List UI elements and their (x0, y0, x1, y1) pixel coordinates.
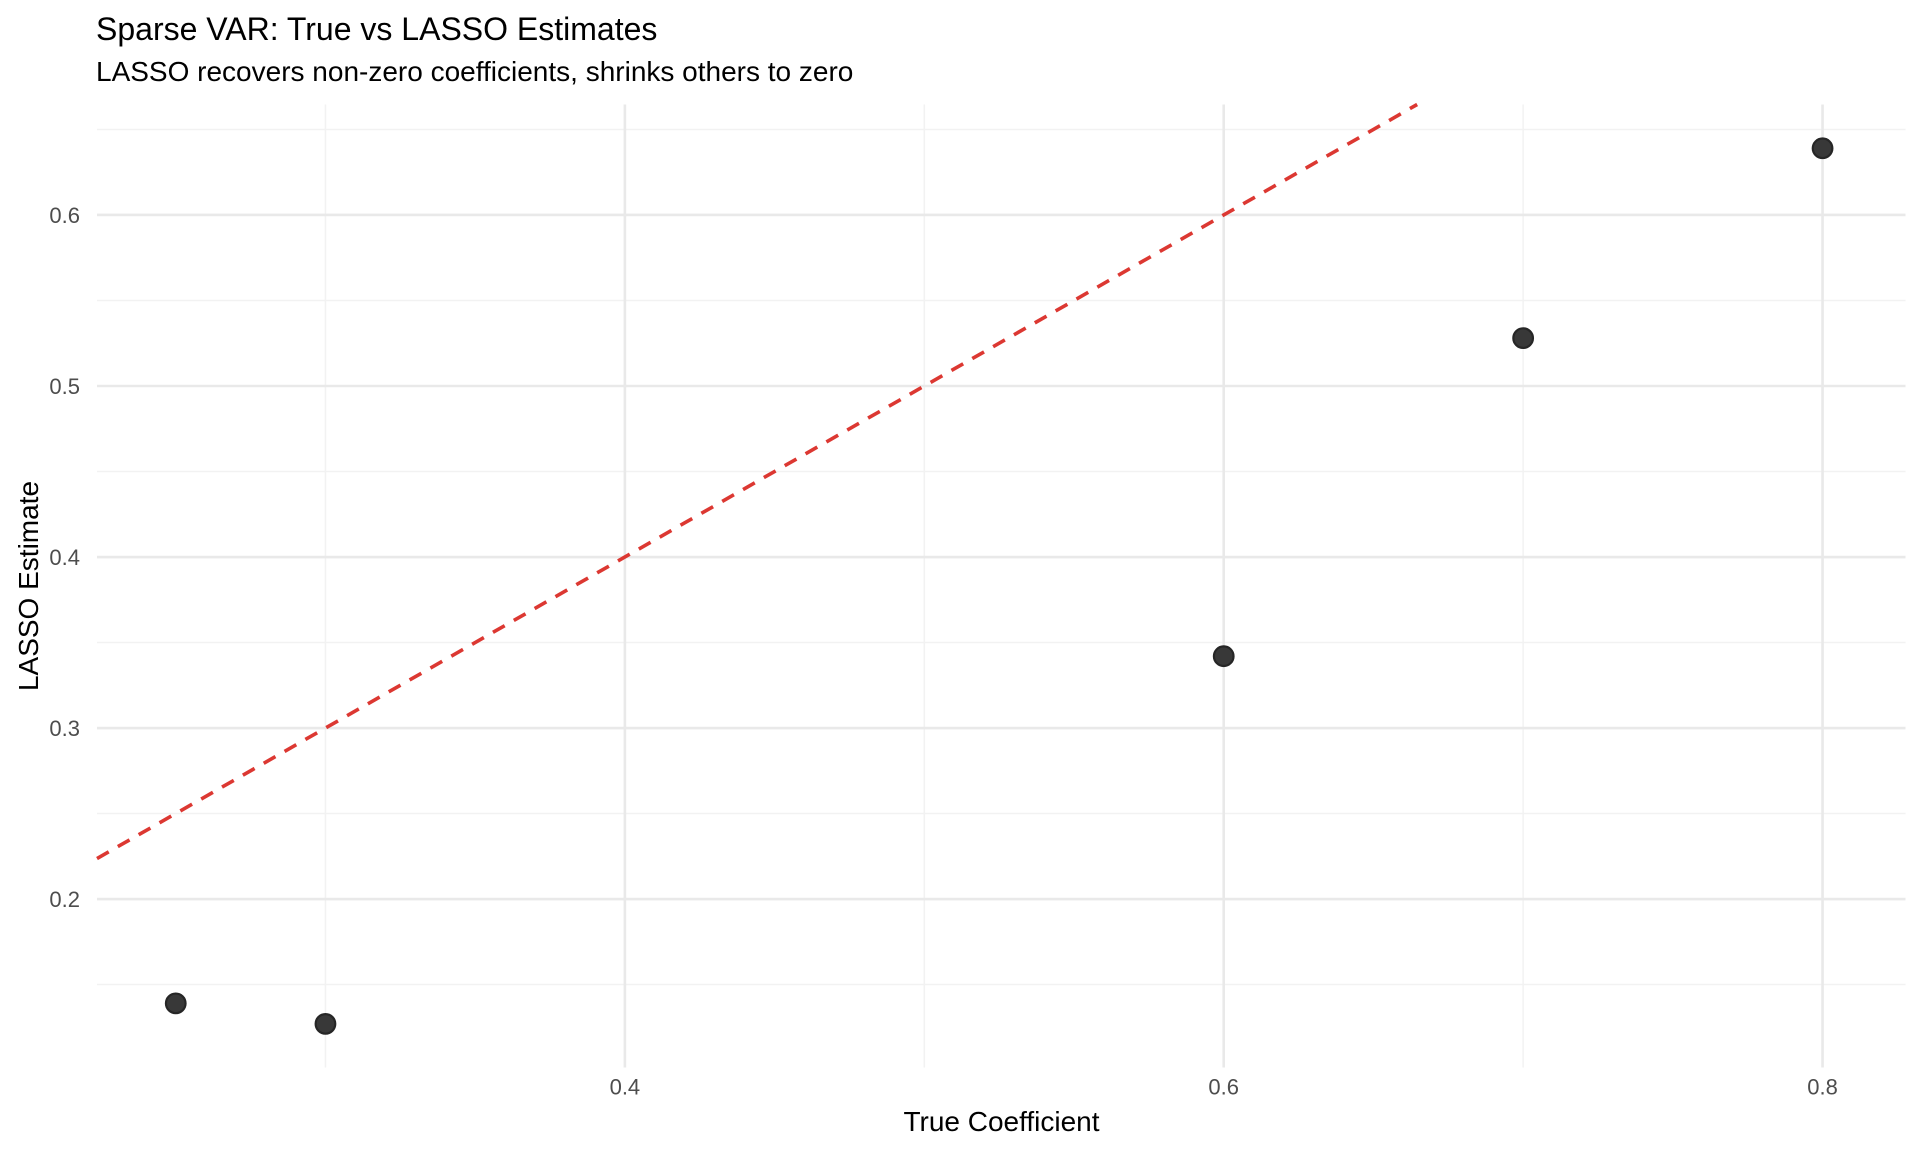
y-tick-label: 0.4 (49, 545, 80, 570)
y-tick-label: 0.3 (49, 716, 80, 741)
data-point (314, 1012, 337, 1035)
x-tick-label: 0.6 (1208, 1075, 1239, 1100)
data-point (164, 992, 187, 1015)
data-point (1512, 327, 1535, 350)
x-tick-label: 0.8 (1807, 1075, 1838, 1100)
x-tick-label: 0.4 (610, 1075, 641, 1100)
data-point (1811, 137, 1834, 160)
chart-title: Sparse VAR: True vs LASSO Estimates (96, 11, 658, 47)
chart-subtitle: LASSO recovers non-zero coefficients, sh… (96, 56, 854, 87)
y-tick-label: 0.6 (49, 203, 80, 228)
x-axis-title: True Coefficient (903, 1106, 1100, 1137)
y-axis-title: LASSO Estimate (13, 480, 44, 692)
data-point (1212, 645, 1235, 668)
identity-reference-line (96, 102, 1419, 861)
y-tick-label: 0.2 (49, 887, 80, 912)
y-tick-label: 0.5 (49, 374, 80, 399)
